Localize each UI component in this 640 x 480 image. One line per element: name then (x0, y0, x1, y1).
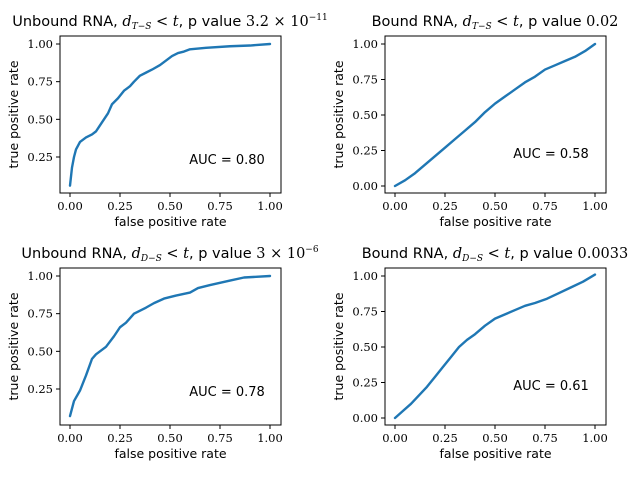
x-tick-label: 0.25 (107, 199, 133, 213)
chart-panel-4: 0.00 0.25 0.50 0.75 1.00 0.00 0.25 0.50 0.75 1.00… (331, 246, 628, 461)
x-axis-label: false positive rate (439, 214, 551, 229)
y-tick-label: 1.00 (352, 37, 378, 51)
x-tick-label: 0.50 (482, 431, 508, 445)
y-tick-label: 1.00 (27, 269, 53, 283)
x-tick-label: 1.00 (582, 199, 608, 213)
x-tick-label: 0.25 (432, 431, 458, 445)
y-tick-label: 0.00 (352, 411, 378, 425)
chart-title: Bound RNA, dD−S < t, p value 0.0033 (362, 246, 629, 264)
x-tick-label: 0.00 (382, 199, 408, 213)
y-tick-label: 0.25 (27, 150, 53, 164)
y-tick-label: 0.75 (352, 73, 378, 87)
y-tick-label: 0.75 (27, 75, 53, 89)
x-tick-label: 0.75 (207, 431, 233, 445)
axes-frame (59, 267, 282, 426)
x-tick-label: 0.75 (532, 199, 558, 213)
x-axis-label: false positive rate (439, 446, 551, 461)
x-tick-label: 0.00 (57, 199, 83, 213)
roc-curve (393, 42, 597, 188)
auc-annotation: AUC = 0.80 (189, 153, 265, 168)
y-tick-label: 0.00 (352, 179, 378, 193)
chart-title: Bound RNA, dT−S < t, p value 0.02 (372, 14, 619, 32)
auc-annotation: AUC = 0.58 (513, 147, 589, 162)
chart-panel-3: 0.00 0.25 0.50 0.75 1.00 0.25 0.50 0.75 1.00 fals… (6, 245, 319, 461)
y-axis-label: true positive rate (6, 60, 21, 168)
x-tick-label: 0.00 (382, 431, 408, 445)
chart-title: Unbound RNA, dD−S < t, p value 3 × 10−6 (21, 245, 318, 264)
x-tick-label: 1.00 (257, 431, 283, 445)
roc-curve (68, 42, 272, 187)
auc-annotation: AUC = 0.61 (513, 379, 589, 394)
y-axis-label: true positive rate (331, 292, 346, 400)
axes-frame (59, 35, 282, 194)
y-axis-label: true positive rate (331, 60, 346, 168)
y-tick-label: 0.50 (27, 112, 53, 126)
auc-annotation: AUC = 0.78 (189, 385, 265, 400)
y-tick-label: 0.25 (352, 376, 378, 390)
x-tick-label: 0.50 (482, 199, 508, 213)
chart-title: Unbound RNA, dT−S < t, p value 3.2 × 10−… (12, 13, 328, 32)
x-tick-label: 0.25 (107, 431, 133, 445)
y-tick-label: 0.25 (27, 382, 53, 396)
y-tick-label: 1.00 (352, 269, 378, 283)
chart-panel-1: 0.00 0.25 0.50 0.75 1.00 0.25 0.50 0.75 1.00 fals… (6, 13, 328, 229)
x-tick-label: 1.00 (582, 431, 608, 445)
x-tick-label: 0.75 (207, 199, 233, 213)
x-tick-label: 0.25 (432, 199, 458, 213)
y-tick-label: 0.75 (27, 307, 53, 321)
x-tick-label: 0.00 (57, 431, 83, 445)
y-tick-label: 0.50 (352, 108, 378, 122)
x-tick-label: 0.75 (532, 431, 558, 445)
roc-curve (393, 273, 597, 420)
x-axis-label: false positive rate (114, 446, 226, 461)
y-tick-label: 0.50 (27, 344, 53, 358)
chart-panel-2: 0.00 0.25 0.50 0.75 1.00 0.00 0.25 0.50 0.75 1.00… (331, 14, 618, 229)
x-tick-label: 0.50 (157, 199, 183, 213)
y-tick-label: 0.25 (352, 144, 378, 158)
y-tick-label: 0.75 (352, 305, 378, 319)
roc-curve (68, 274, 272, 418)
axes-frame (384, 267, 607, 426)
y-axis-label: true positive rate (6, 292, 21, 400)
x-tick-label: 0.50 (157, 431, 183, 445)
x-axis-label: false positive rate (114, 214, 226, 229)
x-tick-label: 1.00 (257, 199, 283, 213)
y-tick-label: 0.50 (352, 340, 378, 354)
y-tick-label: 1.00 (27, 37, 53, 51)
